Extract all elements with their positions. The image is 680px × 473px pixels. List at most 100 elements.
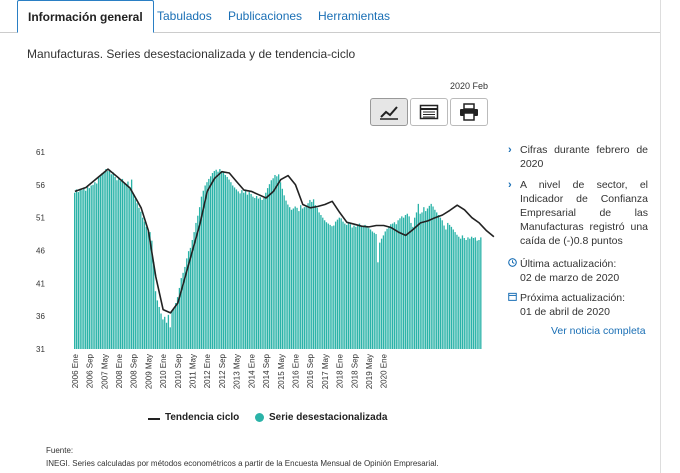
data-bar: [353, 225, 355, 349]
last-update-date: 02 de marzo de 2020: [520, 272, 620, 284]
tab-publicaciones[interactable]: Publicaciones: [228, 9, 303, 23]
data-bar: [129, 188, 131, 349]
data-bar: [202, 190, 204, 349]
data-bar: [336, 219, 339, 349]
data-bar: [384, 231, 386, 349]
data-bar: [132, 194, 135, 349]
data-bar: [215, 169, 217, 349]
x-tick-label: 2012 Sep: [218, 353, 227, 388]
data-bar: [300, 205, 302, 349]
table-view-button[interactable]: [410, 98, 448, 126]
data-bar: [478, 239, 480, 349]
data-bar: [281, 188, 283, 349]
data-bar: [77, 192, 79, 349]
data-bar: [371, 231, 374, 349]
data-bar: [309, 199, 311, 349]
data-bar: [110, 174, 113, 349]
data-bar: [469, 238, 471, 349]
data-bar: [105, 169, 107, 349]
data-bar: [380, 238, 383, 349]
data-bar: [443, 225, 445, 349]
data-bar: [366, 226, 368, 349]
tab-herramientas[interactable]: Herramientas: [318, 9, 391, 23]
data-bar: [108, 169, 111, 349]
data-bar: [112, 172, 114, 349]
line-chart-button[interactable]: [370, 98, 408, 126]
data-bar: [474, 237, 476, 349]
data-bar: [217, 171, 219, 349]
data-bar: [252, 196, 254, 349]
data-bar: [397, 220, 399, 349]
data-bar: [467, 237, 469, 349]
data-bar: [237, 191, 239, 349]
next-update-date: 01 de abril de 2020: [520, 306, 610, 318]
data-bar: [119, 180, 122, 349]
data-bar: [74, 192, 76, 349]
ver-noticia-link[interactable]: Ver noticia completa: [551, 325, 646, 337]
data-bar: [79, 188, 81, 349]
data-bar: [454, 232, 456, 349]
data-bar: [160, 313, 162, 349]
tab-bar: Información general Tabulados Publicacio…: [0, 0, 660, 33]
data-bar: [96, 183, 98, 349]
x-tick-label: 2008 Sep: [130, 353, 139, 388]
y-tick-label: 46: [36, 247, 45, 256]
data-bar: [114, 176, 116, 349]
data-bar: [158, 306, 160, 349]
data-bar: [175, 303, 177, 349]
data-bar: [127, 181, 129, 349]
data-bar: [255, 196, 258, 349]
data-bar: [296, 207, 298, 349]
x-tick-label: 2019 May: [365, 354, 374, 389]
data-bar: [191, 239, 193, 349]
x-tick-label: 2011 May: [189, 354, 198, 389]
chart-subtitle: Manufacturas. Series desestacionalizada …: [27, 47, 356, 61]
data-bar: [165, 322, 168, 349]
data-bar: [419, 213, 421, 349]
tab-informacion-general[interactable]: Información general: [17, 0, 154, 33]
data-bar: [318, 212, 320, 349]
data-bar: [180, 278, 182, 349]
data-bar: [92, 184, 94, 349]
data-bar: [130, 179, 133, 349]
data-bar: [428, 205, 431, 349]
data-bar: [140, 211, 142, 349]
data-bar: [441, 220, 443, 349]
print-button[interactable]: [450, 98, 488, 126]
data-bar: [334, 221, 337, 349]
data-bar: [316, 207, 318, 349]
calendar-icon: [508, 292, 517, 306]
data-bar: [101, 173, 103, 349]
data-bar: [270, 180, 272, 349]
data-bar: [268, 184, 271, 349]
data-bar: [362, 225, 364, 349]
data-bar: [346, 224, 348, 349]
y-tick-label: 61: [36, 148, 45, 157]
data-bar: [213, 171, 215, 349]
x-tick-label: 2018 Sep: [350, 353, 359, 388]
data-bar: [195, 222, 197, 349]
data-bar: [171, 310, 173, 349]
tab-tabulados[interactable]: Tabulados: [157, 9, 212, 23]
data-bar: [224, 174, 227, 349]
data-bar: [358, 223, 361, 349]
data-bar: [143, 221, 146, 349]
data-bar: [290, 209, 293, 349]
data-bar: [138, 207, 140, 349]
data-bar: [206, 182, 208, 349]
data-bar: [351, 227, 353, 349]
data-bar: [417, 203, 419, 349]
data-bar: [470, 236, 473, 349]
data-bar: [331, 226, 333, 349]
data-bar: [329, 224, 331, 349]
data-bar: [75, 189, 78, 349]
data-bar: [123, 182, 125, 349]
data-bar: [373, 232, 375, 349]
x-tick-label: 2009 May: [144, 354, 153, 389]
data-bar: [254, 197, 256, 349]
data-bar: [289, 207, 291, 349]
data-bar: [463, 238, 465, 349]
x-tick-label: 2012 Ene: [203, 353, 212, 388]
data-bar: [406, 213, 408, 349]
data-bar: [221, 171, 223, 349]
